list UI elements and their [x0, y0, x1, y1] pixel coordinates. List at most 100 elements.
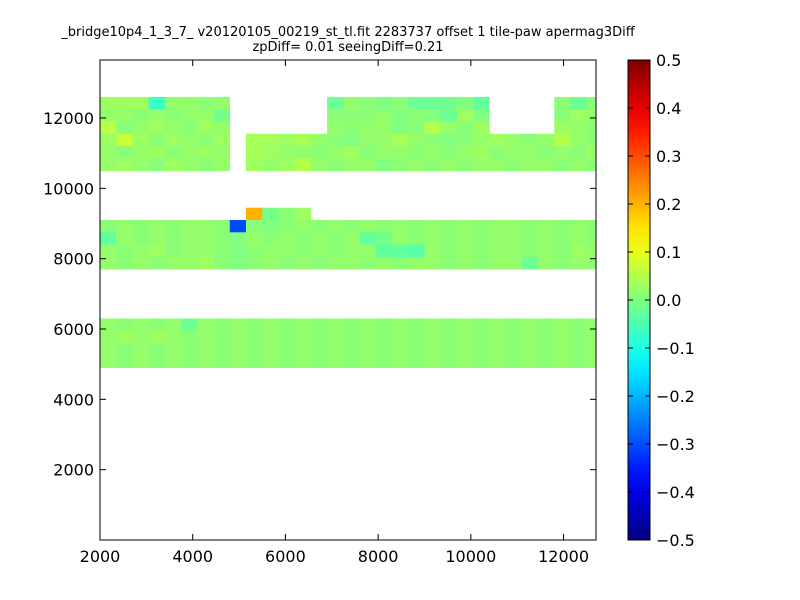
heatmap-cell: [343, 133, 360, 147]
heatmap-cell: [521, 355, 539, 368]
heatmap-cell: [327, 232, 344, 245]
chart-subtitle: zpDiff= 0.01 seeingDiff=0.21: [252, 40, 444, 55]
y-tick-label: 2000: [53, 461, 94, 480]
heatmap-cell: [684, 158, 701, 171]
heatmap-cell: [327, 318, 344, 332]
heatmap-cell: [181, 355, 198, 368]
heatmap-cell: [603, 257, 620, 270]
heatmap-cell: [359, 343, 377, 356]
heatmap-cell: [570, 244, 588, 258]
heatmap-cell: [164, 244, 182, 258]
heatmap-cell: [408, 109, 425, 122]
heatmap-cell: [538, 146, 555, 159]
x-tick-label: 2000: [80, 547, 121, 566]
heatmap-cell: [781, 158, 798, 171]
heatmap-cell: [554, 220, 571, 233]
heatmap-cell: [440, 146, 458, 159]
heatmap-cell: [684, 122, 701, 135]
heatmap-cell: [603, 109, 620, 122]
heatmap-cell: [603, 343, 620, 356]
heatmap-cell: [603, 220, 620, 233]
heatmap-cell: [213, 355, 231, 368]
heatmap-cell: [652, 318, 669, 331]
heatmap-cell: [246, 355, 263, 368]
heatmap-cell: [213, 220, 231, 233]
heatmap-cell: [375, 133, 393, 147]
heatmap-cell: [408, 220, 425, 233]
heatmap-cell: [456, 256, 474, 270]
heatmap-cell: [181, 121, 198, 135]
heatmap-cell: [213, 318, 231, 332]
heatmap-cell: [343, 109, 360, 122]
heatmap-cell: [229, 244, 247, 258]
heatmap-cell: [229, 330, 247, 344]
heatmap-cell: [538, 343, 555, 356]
heatmap-cell: [310, 133, 328, 147]
heatmap-cell: [343, 121, 360, 135]
y-tick-label: 4000: [53, 390, 94, 409]
colorbar-tick-label: −0.3: [656, 435, 695, 454]
heatmap-cell: [489, 158, 506, 172]
heatmap-cell: [164, 96, 182, 110]
heatmap-cell: [278, 207, 295, 221]
heatmap-cell: [116, 343, 133, 356]
heatmap-cell: [765, 97, 782, 110]
heatmap-cell: [440, 318, 458, 332]
heatmap-cell: [684, 146, 701, 159]
heatmap-cell: [570, 158, 588, 172]
colorbar-tick-label: 0.0: [656, 291, 681, 310]
heatmap-cell: [181, 318, 198, 332]
heatmap-cell: [246, 220, 263, 233]
heatmap-cell: [781, 331, 798, 344]
heatmap-cell: [294, 146, 312, 159]
heatmap-cell: [132, 355, 149, 368]
heatmap-cell: [343, 158, 360, 172]
heatmap-cell: [586, 133, 596, 147]
heatmap-cell: [489, 133, 506, 147]
heatmap-cell: [164, 318, 182, 332]
heatmap-cell: [749, 245, 766, 258]
heatmap-cell: [278, 146, 295, 159]
heatmap-cell: [489, 355, 506, 368]
heatmap-cell: [327, 96, 344, 110]
heatmap-cell: [554, 256, 571, 270]
heatmap-cell: [229, 220, 247, 233]
heatmap-cell: [343, 330, 360, 344]
heatmap-cell: [213, 256, 231, 270]
heatmap-cell: [375, 158, 393, 172]
heatmap-cell: [570, 146, 588, 159]
heatmap-cell: [343, 146, 360, 159]
heatmap-cell: [570, 355, 588, 368]
heatmap-cells: [100, 96, 798, 368]
heatmap-cell: [765, 109, 782, 122]
heatmap-cell: [246, 207, 263, 221]
x-tick-label: 10000: [445, 547, 496, 566]
heatmap-cell: [164, 133, 182, 147]
heatmap-cell: [408, 318, 425, 332]
heatmap-cell: [456, 244, 474, 258]
heatmap-cell: [603, 331, 620, 344]
heatmap-cell: [392, 343, 409, 356]
heatmap-cell: [570, 96, 588, 110]
heatmap-cell: [278, 220, 295, 233]
heatmap-cell: [424, 109, 442, 122]
heatmap-cell: [489, 318, 506, 332]
heatmap-cell: [246, 232, 263, 245]
heatmap-cell: [440, 343, 458, 356]
heatmap-cell: [100, 133, 117, 147]
heatmap-cell: [586, 158, 596, 172]
heatmap-cell: [652, 220, 669, 233]
heatmap-cell: [327, 121, 344, 135]
heatmap-cell: [586, 256, 596, 270]
heatmap-cell: [197, 343, 214, 356]
heatmap-cell: [116, 330, 133, 344]
heatmap-cell: [375, 256, 393, 270]
heatmap-cell: [213, 158, 231, 172]
heatmap-cell: [749, 257, 766, 270]
heatmap-cell: [181, 220, 198, 233]
heatmap-cell: [456, 96, 474, 110]
heatmap-cell: [603, 232, 620, 245]
heatmap-cell: [148, 343, 166, 356]
heatmap-cell: [570, 121, 588, 135]
heatmap-cell: [700, 232, 717, 245]
